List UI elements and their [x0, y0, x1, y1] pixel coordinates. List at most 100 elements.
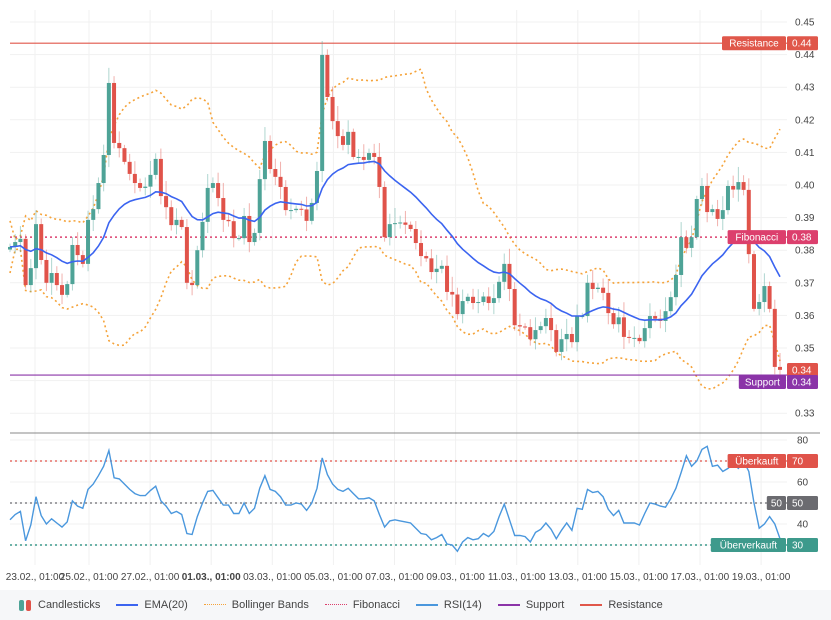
candle-body	[288, 210, 293, 212]
candle-body	[382, 186, 387, 238]
candle-body	[91, 209, 96, 220]
candle	[512, 282, 517, 331]
candle-body	[731, 185, 736, 190]
candle-body	[445, 265, 450, 292]
candle	[663, 297, 668, 333]
support-tag-value-box	[787, 375, 818, 389]
candle-body	[86, 219, 91, 264]
candle	[273, 158, 278, 186]
candle	[96, 177, 101, 214]
candle	[304, 196, 309, 232]
legend-item-bollinger-bands[interactable]: Bollinger Bands	[203, 599, 309, 611]
price-tick-label: 0.33	[795, 409, 815, 420]
candle	[419, 230, 424, 267]
candle	[247, 203, 252, 253]
candle	[585, 274, 590, 323]
bollinger-lower-band	[9, 245, 781, 390]
candle-body	[486, 296, 491, 304]
candle	[673, 264, 678, 306]
oversold-tag-label-box	[710, 538, 786, 552]
legend-label: Candlesticks	[38, 599, 101, 611]
candle-body	[28, 268, 33, 286]
candle	[523, 323, 528, 330]
candle-body	[632, 337, 637, 339]
candle	[767, 281, 772, 313]
candle-body	[642, 328, 647, 342]
candle-body	[346, 131, 351, 145]
candle	[549, 304, 554, 342]
candle	[715, 199, 720, 227]
rsi-tick-label: 60	[797, 478, 809, 489]
candle-body	[200, 221, 205, 251]
trading-chart[interactable]: 0.45 0.44 0.43 0.42 0.41 0.40 0.39 0.38 0.37 0.36…	[0, 0, 831, 590]
candle	[424, 251, 429, 262]
candle-body	[460, 301, 465, 315]
candle-body	[575, 316, 580, 343]
line-icon	[116, 600, 139, 610]
candle	[330, 86, 335, 130]
candle	[86, 210, 91, 272]
candle	[54, 266, 59, 291]
candle-body	[465, 296, 470, 302]
legend-item-support[interactable]: Support	[497, 599, 564, 611]
candle-body	[684, 237, 689, 248]
candle-body	[595, 287, 600, 289]
candle	[18, 226, 23, 253]
candle	[268, 135, 273, 174]
candle-body	[491, 298, 496, 304]
candle	[299, 200, 304, 216]
candle-body	[720, 210, 725, 219]
line-icon	[580, 600, 603, 610]
candle-body	[653, 316, 658, 319]
candle-body	[278, 176, 283, 187]
candle	[320, 40, 325, 183]
candle	[642, 320, 647, 348]
fibonacci-tag-label-box	[727, 230, 786, 245]
candle	[127, 153, 132, 181]
x-tick-label: 23.02., 01:00	[6, 572, 65, 583]
candle	[517, 313, 522, 336]
candle-body	[387, 224, 392, 238]
candle-body	[132, 173, 137, 184]
candle	[632, 326, 637, 348]
candle	[283, 180, 288, 216]
legend-item-rsi-14[interactable]: RSI(14)	[415, 599, 482, 611]
candle-body	[419, 243, 424, 257]
candle-body	[372, 153, 377, 157]
candle	[122, 144, 127, 165]
candle	[637, 334, 642, 344]
candle-body	[455, 294, 460, 315]
candle-body	[517, 325, 522, 327]
candle	[169, 200, 174, 231]
candle	[351, 128, 356, 160]
candle-body	[273, 169, 278, 177]
candle	[731, 175, 736, 198]
candle-body	[424, 256, 429, 259]
x-tick-label: 05.03., 01:00	[304, 572, 363, 583]
legend-item-candlesticks[interactable]: Candlesticks	[18, 599, 100, 611]
x-tick-label: 27.02., 01:00	[121, 572, 180, 583]
midline-tag-value-box	[787, 496, 818, 510]
candle-body	[741, 182, 746, 190]
price-tick-label: 0.36	[795, 311, 815, 322]
candle-body	[413, 229, 418, 244]
price-tick-label: 0.39	[795, 213, 815, 224]
candle-body	[533, 330, 538, 340]
candle-body	[340, 136, 345, 145]
candle	[117, 131, 122, 158]
candle-body	[507, 263, 512, 289]
candle	[471, 288, 476, 310]
resistance-tag-value: 0.44	[792, 39, 812, 50]
candle-body	[320, 54, 325, 171]
candle-body	[23, 238, 28, 286]
candle	[569, 327, 574, 348]
candle	[309, 198, 314, 225]
legend-item-resistance[interactable]: Resistance	[580, 599, 663, 611]
candle	[455, 287, 460, 320]
price-tick-label: 0.40	[795, 181, 815, 192]
candle-body	[705, 185, 710, 213]
candle-body	[590, 282, 595, 289]
price-tick-label: 0.41	[795, 148, 815, 159]
legend-item-fibonacci[interactable]: Fibonacci	[324, 599, 400, 611]
legend-item-ema-20[interactable]: EMA(20)	[116, 599, 188, 611]
